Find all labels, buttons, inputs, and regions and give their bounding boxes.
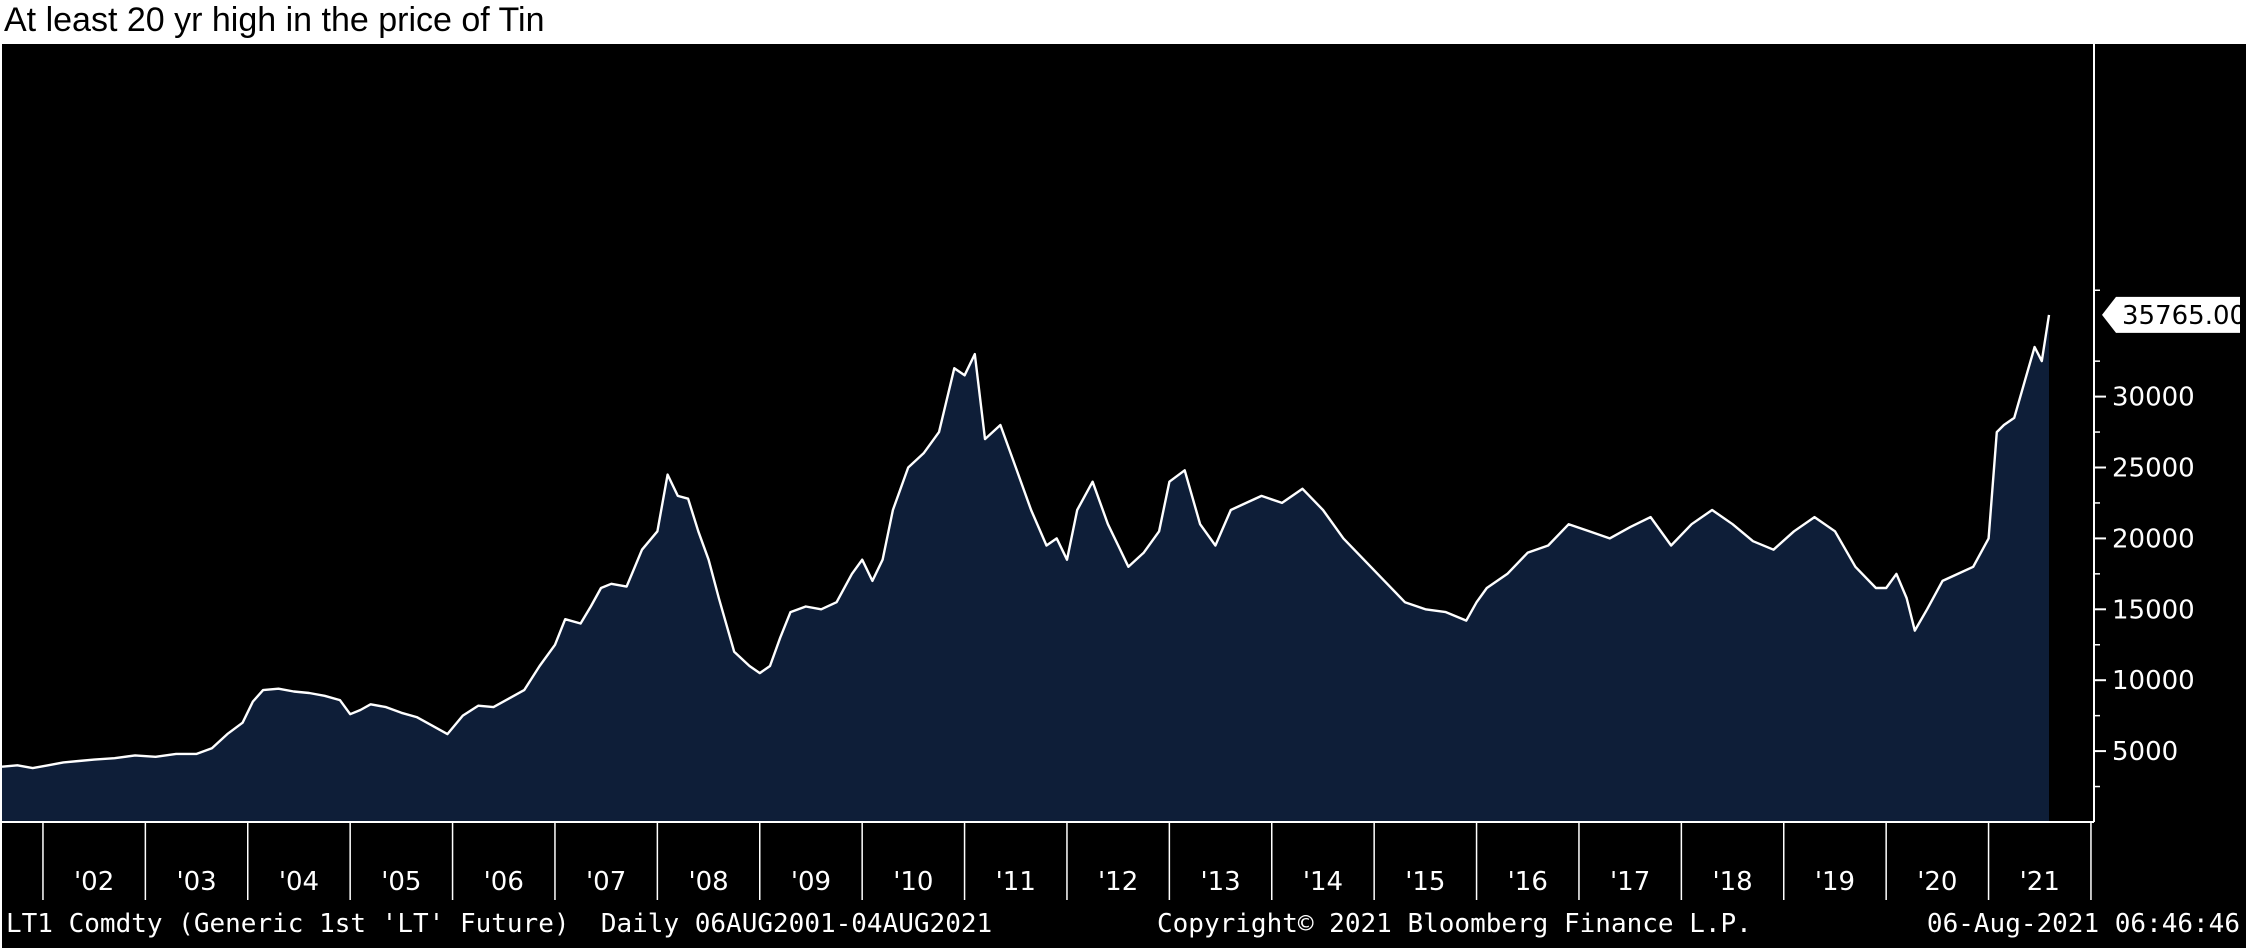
x-tick-label: '14	[1303, 867, 1343, 897]
y-tick-label: 25000	[2112, 454, 2195, 484]
x-tick-label: '04	[279, 867, 319, 897]
x-axis-ticks: '02 '03 '04 '05 '06 '07 '08 '09 '10 '11 '12 '13 '14 '…	[42, 822, 2092, 900]
price-series-line	[1, 314, 2051, 770]
x-tick-label: '12	[1098, 867, 1138, 897]
x-tick-label: '10	[893, 867, 933, 897]
footer-series-info: LT1 Comdty (Generic 1st 'LT' Future) Dai…	[6, 909, 992, 939]
x-tick-label: '20	[1917, 867, 1957, 897]
x-tick-label: '15	[1405, 867, 1445, 897]
x-tick-label: '17	[1610, 867, 1650, 897]
x-tick-label: '07	[586, 867, 626, 897]
price-area-fill	[2, 314, 2049, 822]
y-tick-label: 5000	[2112, 737, 2178, 767]
x-tick-label: '21	[2020, 867, 2060, 897]
x-tick-label: '16	[1508, 867, 1548, 897]
y-tick-label: 15000	[2112, 595, 2195, 625]
x-tick-label: '11	[996, 867, 1036, 897]
y-tick-label: 30000	[2112, 383, 2195, 413]
y-tick-label: 10000	[2112, 666, 2195, 696]
x-tick-label: '09	[791, 867, 831, 897]
y-tick-label: 20000	[2112, 524, 2195, 554]
chart-title: At least 20 yr high in the price of Tin	[4, 1, 545, 39]
x-tick-label: '08	[688, 867, 728, 897]
x-tick-label: '06	[484, 867, 524, 897]
last-value-tag-shape	[2102, 296, 2240, 333]
last-value-tag: 35765.00	[2102, 296, 2246, 333]
x-tick-label: '18	[1712, 867, 1752, 897]
footer-copyright: Copyright© 2021 Bloomberg Finance L.P.	[1157, 909, 1752, 939]
footer-timestamp: 06-Aug-2021 06:46:46	[1927, 909, 2240, 939]
last-value-label: 35765.00	[2122, 301, 2246, 331]
x-tick-label: '19	[1815, 867, 1855, 897]
x-tick-label: '02	[74, 867, 114, 897]
x-tick-label: '03	[176, 867, 216, 897]
y-axis-ticks: 5000 10000 15000 20000 25000 30000	[2094, 289, 2195, 788]
x-tick-label: '05	[381, 867, 421, 897]
x-tick-label: '13	[1200, 867, 1240, 897]
